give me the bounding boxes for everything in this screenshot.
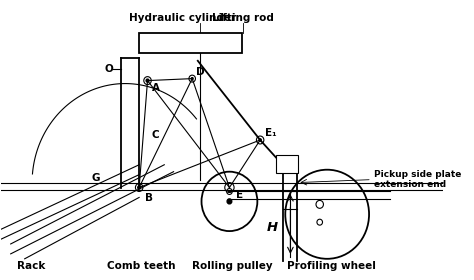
Circle shape bbox=[146, 79, 149, 82]
Text: E₁: E₁ bbox=[265, 128, 276, 138]
Bar bbox=[139, 33, 242, 53]
Text: Hydraulic cylinder: Hydraulic cylinder bbox=[129, 13, 237, 23]
Circle shape bbox=[138, 186, 141, 189]
Text: B: B bbox=[145, 193, 153, 204]
Circle shape bbox=[227, 199, 232, 204]
Text: C: C bbox=[152, 130, 160, 140]
Text: H: H bbox=[267, 221, 278, 234]
Text: Rack: Rack bbox=[17, 261, 46, 271]
Text: Profiling wheel: Profiling wheel bbox=[287, 261, 376, 271]
Text: Comb teeth: Comb teeth bbox=[107, 261, 175, 271]
Text: E: E bbox=[236, 190, 243, 200]
Text: G: G bbox=[91, 173, 100, 183]
Circle shape bbox=[191, 78, 193, 80]
Text: Pickup side plate
extension end: Pickup side plate extension end bbox=[374, 170, 461, 189]
Text: Rolling pulley: Rolling pulley bbox=[192, 261, 273, 271]
Text: D: D bbox=[196, 67, 205, 77]
Circle shape bbox=[259, 139, 261, 141]
Text: A: A bbox=[152, 83, 160, 93]
Text: O: O bbox=[104, 64, 113, 74]
Bar bbox=[276, 155, 298, 173]
Text: Lifting rod: Lifting rod bbox=[212, 13, 274, 23]
